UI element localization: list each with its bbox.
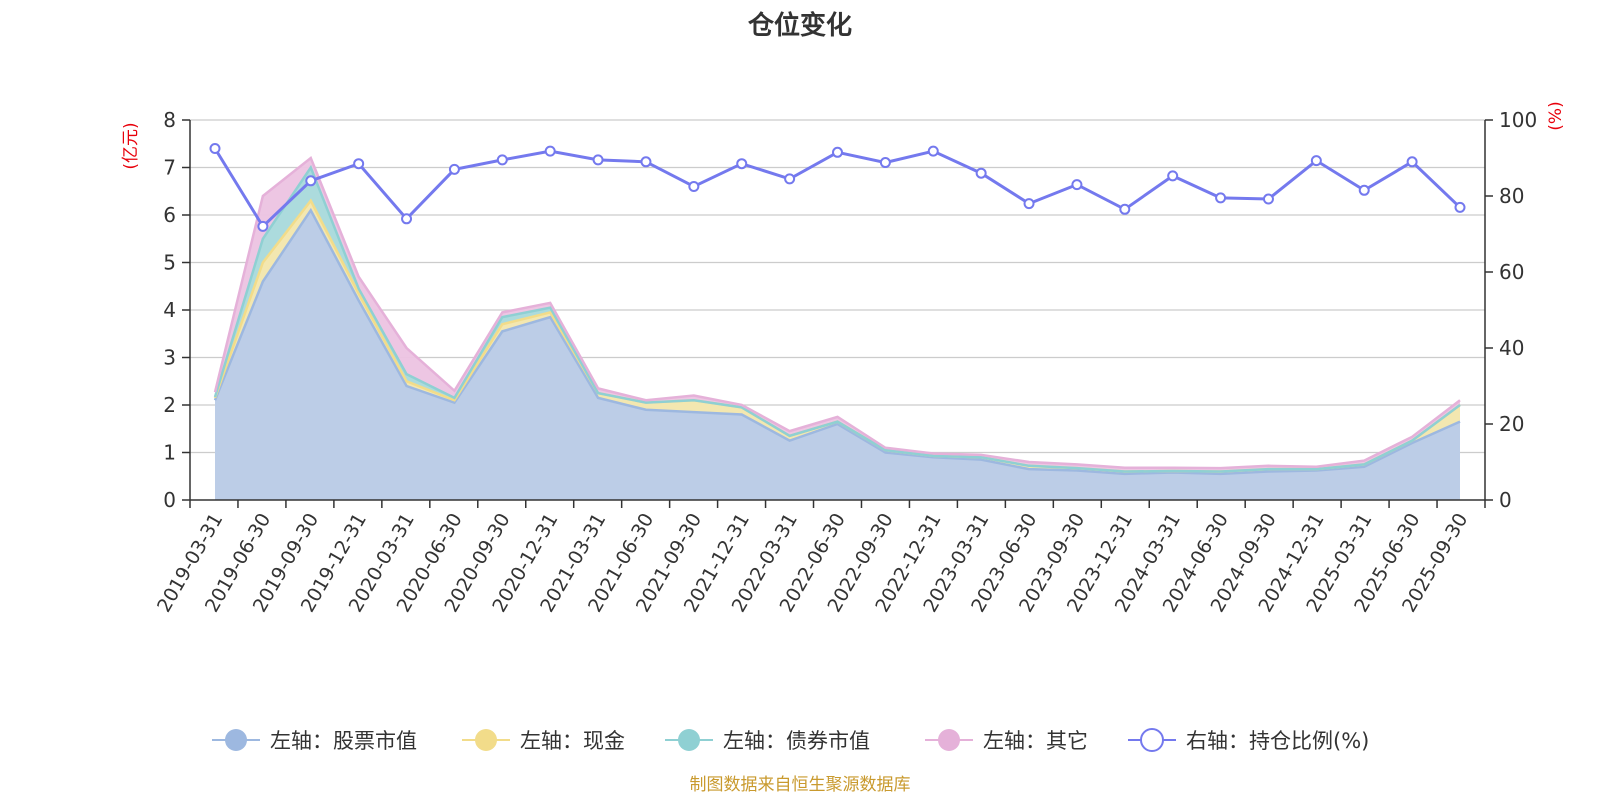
ratio-point-9 — [640, 156, 652, 168]
ratio-point-22 — [1262, 193, 1274, 205]
area-edge-3 — [213, 155, 1461, 470]
left-axis-unit: (亿元) — [121, 122, 141, 169]
area-0 — [215, 210, 1460, 500]
legend-swatch-marker-2 — [678, 729, 700, 751]
legend-item-4[interactable]: 右轴：持仓比例(%) — [1128, 728, 1369, 753]
legend-label-1: 左轴：现金 — [520, 729, 625, 753]
holding-ratio-line — [209, 143, 1466, 232]
left-tick-label-2: 2 — [163, 393, 176, 417]
left-tick-label-4: 4 — [163, 298, 176, 322]
ratio-point-3 — [353, 158, 365, 170]
left-tick-label-7: 7 — [163, 156, 176, 180]
ratio-point-26 — [1454, 201, 1466, 213]
right-tick-label-5: 100 — [1499, 108, 1537, 132]
legend-swatch-marker-4 — [1140, 728, 1164, 752]
ratio-point-4 — [401, 213, 413, 225]
ratio-point-2 — [305, 175, 317, 187]
left-tick-label-3: 3 — [163, 346, 176, 370]
ratio-point-6 — [496, 154, 508, 166]
legend-item-2[interactable]: 左轴：债券市值 — [665, 729, 870, 753]
ratio-point-21 — [1215, 192, 1227, 204]
legend-label-4: 右轴：持仓比例(%) — [1186, 729, 1369, 753]
data-source-note: 制图数据来自恒生聚源数据库 — [690, 775, 911, 795]
left-tick-label-8: 8 — [163, 108, 176, 132]
left-tick-label-6: 6 — [163, 203, 176, 227]
ratio-point-8 — [592, 154, 604, 166]
left-tick-label-1: 1 — [163, 441, 176, 465]
ratio-point-17 — [1023, 198, 1035, 210]
ratio-point-7 — [544, 145, 556, 157]
ratio-point-0 — [209, 143, 221, 154]
ratio-point-13 — [832, 146, 843, 158]
ratio-point-11 — [736, 158, 748, 170]
stacked-areas — [213, 155, 1461, 500]
legend-swatch-marker-3 — [938, 729, 960, 751]
legend-item-3[interactable]: 左轴：其它 — [925, 729, 1088, 753]
ratio-point-15 — [927, 145, 939, 157]
ratio-point-23 — [1310, 155, 1322, 167]
right-tick-label-1: 20 — [1499, 412, 1524, 436]
legend-item-1[interactable]: 左轴：现金 — [462, 729, 625, 753]
legend-label-0: 左轴：股票市值 — [270, 729, 417, 753]
area-edge-2 — [213, 164, 1461, 473]
ratio-point-25 — [1406, 156, 1418, 168]
right-tick-label-3: 60 — [1499, 260, 1524, 284]
legend[interactable]: 左轴：股票市值 左轴：现金 左轴：债券市值 左轴：其它 右轴：持仓比例(%) — [212, 728, 1369, 753]
ratio-point-18 — [1071, 179, 1083, 191]
right-tick-label-4: 80 — [1499, 184, 1524, 208]
ratio-point-1 — [257, 220, 269, 232]
legend-label-3: 左轴：其它 — [983, 729, 1088, 753]
legend-swatch-marker-1 — [475, 729, 497, 751]
ratio-point-12 — [784, 173, 796, 185]
chart-title: 仓位变化 — [747, 10, 852, 41]
ratio-point-14 — [879, 157, 891, 169]
right-tick-label-2: 40 — [1499, 336, 1524, 360]
right-tick-label-0: 0 — [1499, 488, 1512, 512]
ratio-point-24 — [1358, 184, 1370, 196]
ratio-point-19 — [1119, 203, 1131, 215]
legend-swatch-marker-0 — [225, 729, 247, 751]
ratio-point-10 — [688, 181, 700, 192]
legend-label-2: 左轴：债券市值 — [723, 729, 870, 753]
left-tick-label-0: 0 — [163, 488, 176, 512]
ratio-point-5 — [448, 163, 460, 175]
left-tick-label-5: 5 — [163, 251, 176, 275]
right-axis-unit: (%) — [1546, 101, 1566, 130]
ratio-point-20 — [1167, 170, 1179, 182]
area-edge-0 — [213, 207, 1461, 476]
legend-item-0[interactable]: 左轴：股票市值 — [212, 729, 417, 753]
ratio-point-16 — [975, 167, 987, 179]
